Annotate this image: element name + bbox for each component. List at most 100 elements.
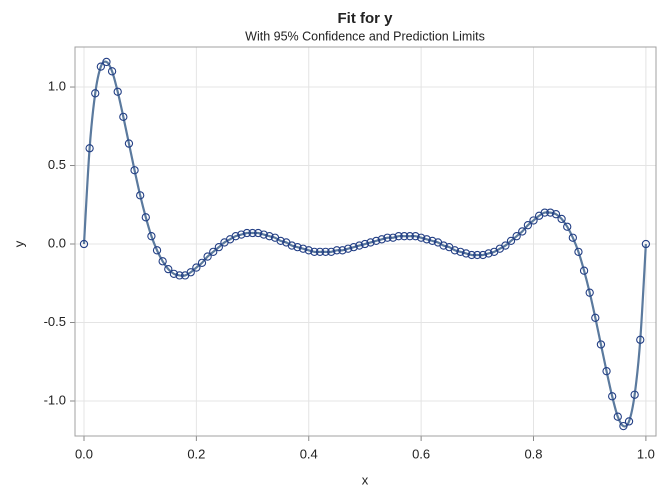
data-point	[169, 269, 179, 278]
data-point	[164, 264, 173, 274]
data-point	[304, 246, 313, 255]
data-point	[366, 238, 375, 247]
data-point	[298, 244, 308, 253]
data-point	[85, 144, 94, 153]
x-axis-label: x	[362, 472, 369, 487]
data-point	[237, 230, 246, 239]
data-point	[175, 271, 184, 280]
x-tick-label: 0.0	[75, 446, 93, 461]
data-point	[287, 241, 297, 250]
data-point	[231, 232, 240, 241]
data-point	[91, 89, 100, 98]
data-point	[349, 243, 358, 252]
x-tick-label: 0.6	[412, 446, 430, 461]
data-point	[259, 230, 268, 239]
y-axis-label: y	[11, 240, 26, 247]
data-point	[355, 241, 364, 250]
data-point	[574, 247, 583, 257]
data-point	[102, 57, 111, 67]
data-point	[428, 236, 437, 246]
data-point	[501, 241, 510, 250]
data-point	[192, 263, 201, 272]
data-point	[332, 246, 341, 255]
data-point	[568, 233, 577, 242]
data-point	[400, 232, 409, 241]
data-point	[107, 67, 117, 76]
data-point	[310, 247, 319, 257]
data-point	[456, 247, 465, 257]
data-point	[79, 239, 89, 249]
data-point	[377, 235, 386, 244]
data-point	[209, 247, 218, 257]
data-point	[242, 228, 252, 238]
data-point	[484, 249, 493, 258]
y-tick-label: 0.0	[48, 235, 66, 250]
data-point	[136, 191, 145, 200]
data-point	[254, 228, 263, 238]
data-point	[96, 62, 105, 71]
data-point	[551, 210, 561, 219]
data-point	[439, 241, 448, 250]
data-point	[591, 313, 600, 322]
data-point	[422, 235, 431, 244]
data-point	[411, 232, 420, 241]
data-point	[585, 288, 594, 297]
data-point	[343, 244, 353, 253]
data-point	[265, 232, 274, 241]
data-point	[405, 232, 415, 241]
data-point	[130, 166, 139, 175]
data-point	[315, 247, 325, 257]
data-point	[338, 246, 347, 255]
data-point	[579, 266, 589, 275]
data-point	[276, 236, 285, 246]
data-point	[197, 258, 207, 267]
data-point	[416, 233, 426, 242]
data-point	[596, 340, 606, 349]
chart-title: Fit for y	[338, 10, 394, 27]
chart-subtitle: With 95% Confidence and Prediction Limit…	[245, 29, 485, 43]
x-tick-label: 0.2	[187, 446, 205, 461]
data-point	[641, 239, 651, 249]
data-point	[518, 227, 527, 236]
data-point	[540, 208, 549, 217]
y-tick-label: -0.5	[44, 314, 66, 329]
data-point	[214, 243, 223, 252]
x-tick-label: 0.8	[524, 446, 542, 461]
data-point	[152, 246, 162, 255]
data-point	[467, 250, 476, 260]
data-point	[529, 216, 538, 225]
data-point	[546, 208, 555, 217]
data-point	[478, 250, 488, 260]
data-point	[630, 390, 639, 399]
data-point	[321, 247, 330, 257]
data-point	[388, 233, 398, 242]
x-tick-label: 0.4	[300, 446, 318, 461]
data-point	[141, 213, 150, 222]
data-point	[602, 367, 611, 376]
data-point	[124, 139, 134, 148]
data-point	[158, 257, 167, 266]
data-point	[473, 250, 482, 260]
data-point	[608, 392, 617, 401]
data-point	[293, 243, 302, 252]
data-point	[613, 412, 622, 421]
data-point	[119, 112, 128, 122]
data-point	[394, 232, 403, 241]
data-point	[113, 87, 122, 96]
data-point	[512, 232, 521, 241]
data-point	[557, 214, 566, 224]
data-point	[461, 249, 471, 258]
data-point	[624, 417, 634, 426]
data-point	[636, 335, 645, 344]
data-point	[360, 239, 370, 249]
data-point	[372, 236, 381, 246]
y-tick-label: 1.0	[48, 78, 66, 93]
data-point	[563, 222, 572, 231]
data-point	[327, 247, 336, 257]
data-point	[203, 252, 212, 261]
data-point	[248, 228, 257, 238]
data-point	[383, 233, 392, 242]
data-point	[450, 246, 459, 255]
